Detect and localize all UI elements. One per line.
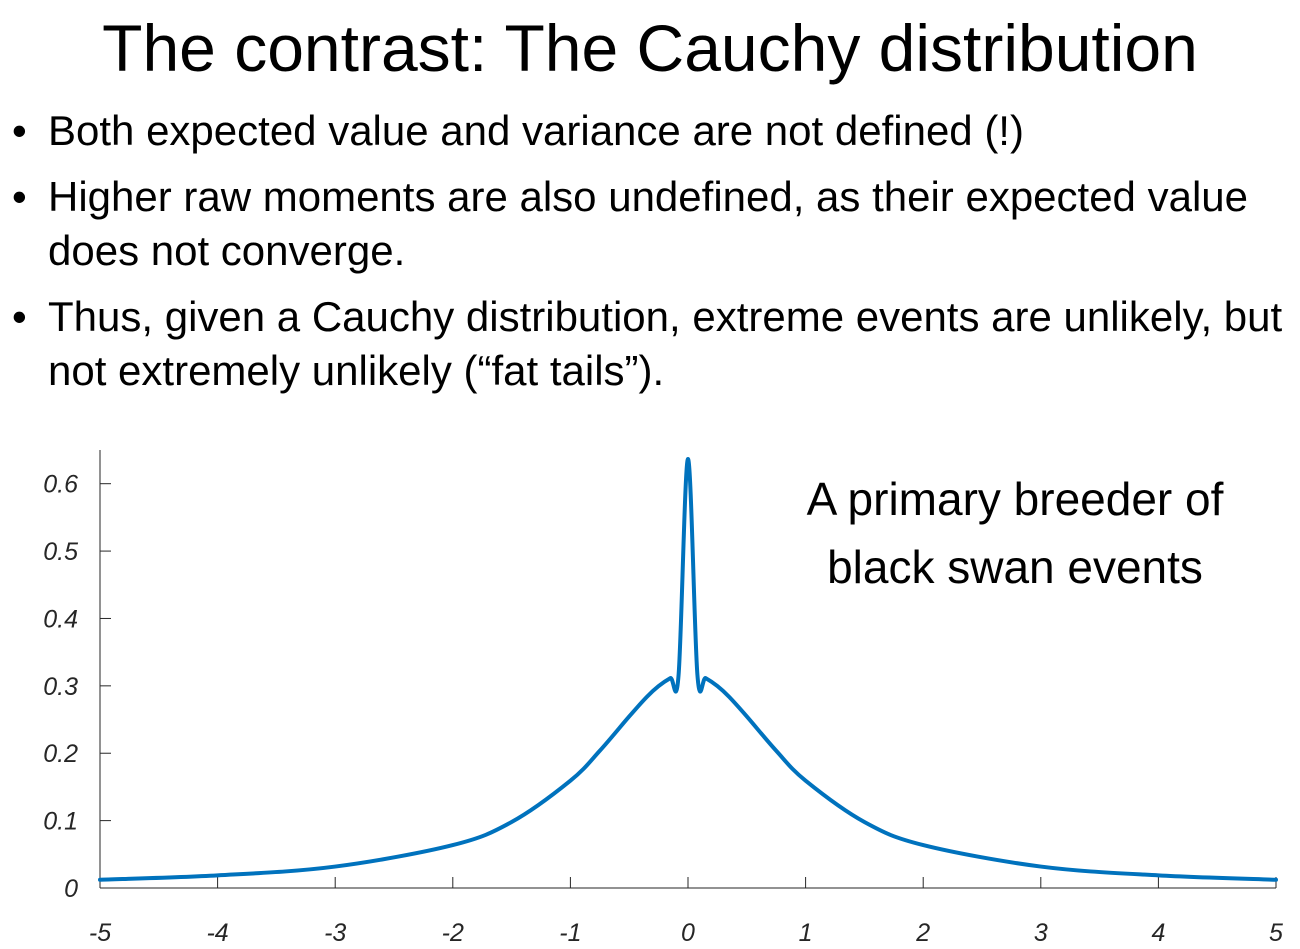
cauchy-chart: -5 -4 -3 -2 -1 0 1 2 3 4 5 0 0.1 0.2 0.3 0.4 0.5 0.6 A p… <box>43 450 1283 947</box>
x-tick-label: -2 <box>442 919 464 947</box>
bullet-text: Higher raw moments are also undefined, a… <box>48 173 1248 274</box>
bullet-item: • Both expected value and variance are n… <box>10 104 1290 158</box>
y-axis-ticks: 0 0.1 0.2 0.3 0.4 0.5 0.6 <box>43 471 111 903</box>
annotation-line-1: A primary breeder of <box>807 473 1224 525</box>
bullet-item: • Higher raw moments are also undefined,… <box>10 170 1290 278</box>
y-tick-label: 0.2 <box>43 740 78 768</box>
x-tick-label: 3 <box>1034 919 1048 947</box>
y-tick-label: 0.5 <box>43 538 78 566</box>
annotation-line-2: black swan events <box>827 541 1203 593</box>
chart-container: -5 -4 -3 -2 -1 0 1 2 3 4 5 0 0.1 0.2 0.3 0.4 0.5 0.6 A p… <box>0 436 1300 949</box>
x-axis-ticks: -5 -4 -3 -2 -1 0 1 2 3 4 5 <box>89 877 1283 947</box>
bullet-text: Thus, given a Cauchy distribution, extre… <box>48 293 1283 394</box>
x-tick-label: 1 <box>799 919 813 947</box>
y-tick-label: 0.4 <box>43 605 78 633</box>
y-tick-label: 0.6 <box>43 471 78 499</box>
x-tick-label: -5 <box>89 919 111 947</box>
y-tick-label: 0.3 <box>43 673 78 701</box>
slide-title: The contrast: The Cauchy distribution <box>102 11 1198 85</box>
x-tick-label: 5 <box>1269 919 1283 947</box>
x-tick-label: -3 <box>324 919 346 947</box>
y-tick-label: 0.1 <box>43 808 78 836</box>
bullet-list: • Both expected value and variance are n… <box>10 104 1290 410</box>
bullet-glyph: • <box>12 173 27 220</box>
bullet-glyph: • <box>12 107 27 154</box>
y-tick-label: 0 <box>64 875 78 903</box>
x-tick-label: -4 <box>206 919 228 947</box>
x-tick-label: 4 <box>1151 919 1165 947</box>
series-line <box>98 457 1278 882</box>
x-tick-label: -1 <box>559 919 581 947</box>
bullet-text: Both expected value and variance are not… <box>48 107 1024 154</box>
bullet-glyph: • <box>12 293 27 340</box>
bullet-item: • Thus, given a Cauchy distribution, ext… <box>10 290 1290 398</box>
x-tick-label: 0 <box>681 919 695 947</box>
x-tick-label: 2 <box>915 919 930 947</box>
